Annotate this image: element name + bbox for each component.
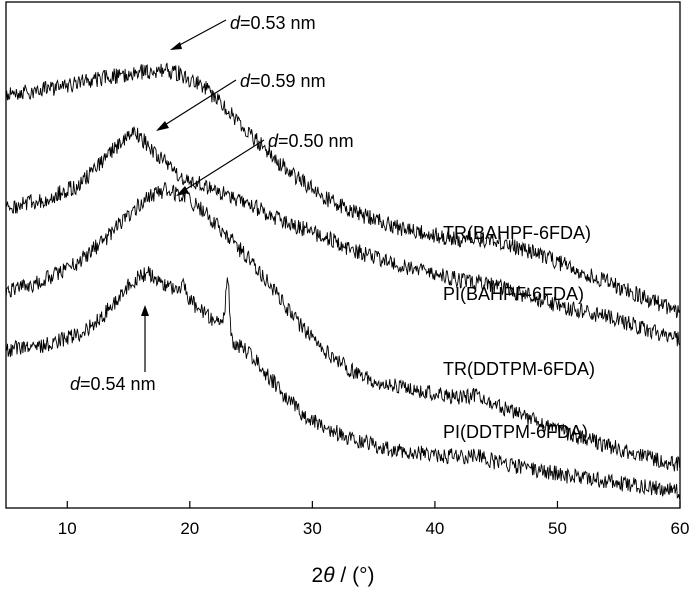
annotation-arrow-1 — [156, 79, 237, 131]
series-label-pi-bahpf: PI(BAHPF-6FDA) — [443, 284, 584, 304]
annotation-label-2: d=0.50 nm — [268, 131, 354, 151]
x-axis-title: 2θ / (°) — [312, 564, 375, 587]
series-line-1 — [5, 126, 680, 347]
annotations: d=0.53 nm d=0.59 nm d=0.50 nm d=0.54 nm — [70, 13, 354, 394]
series-line-0 — [5, 62, 680, 319]
plot-frame — [5, 1, 681, 509]
series-label-tr-bahpf: TR(BAHPF-6FDA) — [443, 223, 591, 243]
series-labels: TR(BAHPF-6FDA) PI(BAHPF-6FDA) TR(DDTPM-6… — [443, 223, 595, 442]
series-layer — [5, 62, 680, 500]
annotation-label-1: d=0.59 nm — [240, 71, 326, 91]
series-label-tr-ddtpm: TR(DDTPM-6FDA) — [443, 359, 595, 379]
x-tick-label-40: 40 — [425, 519, 444, 538]
annotation-arrow-0 — [170, 19, 227, 50]
series-line-3 — [5, 266, 680, 500]
annotation-arrow-3 — [141, 305, 149, 372]
series-line-2 — [5, 182, 680, 472]
x-tick-label-10: 10 — [58, 519, 77, 538]
annotation-arrow-2 — [176, 139, 265, 196]
x-tick-label-60: 60 — [671, 519, 690, 538]
x-tick-label-50: 50 — [548, 519, 567, 538]
x-tick-label-20: 20 — [180, 519, 199, 538]
annotation-label-0: d=0.53 nm — [230, 13, 316, 33]
annotation-label-3: d=0.54 nm — [70, 374, 156, 394]
x-axis: 10 20 30 40 50 60 — [58, 501, 690, 538]
series-label-pi-ddtpm: PI(DDTPM-6FDA) — [443, 422, 588, 442]
x-tick-label-30: 30 — [303, 519, 322, 538]
